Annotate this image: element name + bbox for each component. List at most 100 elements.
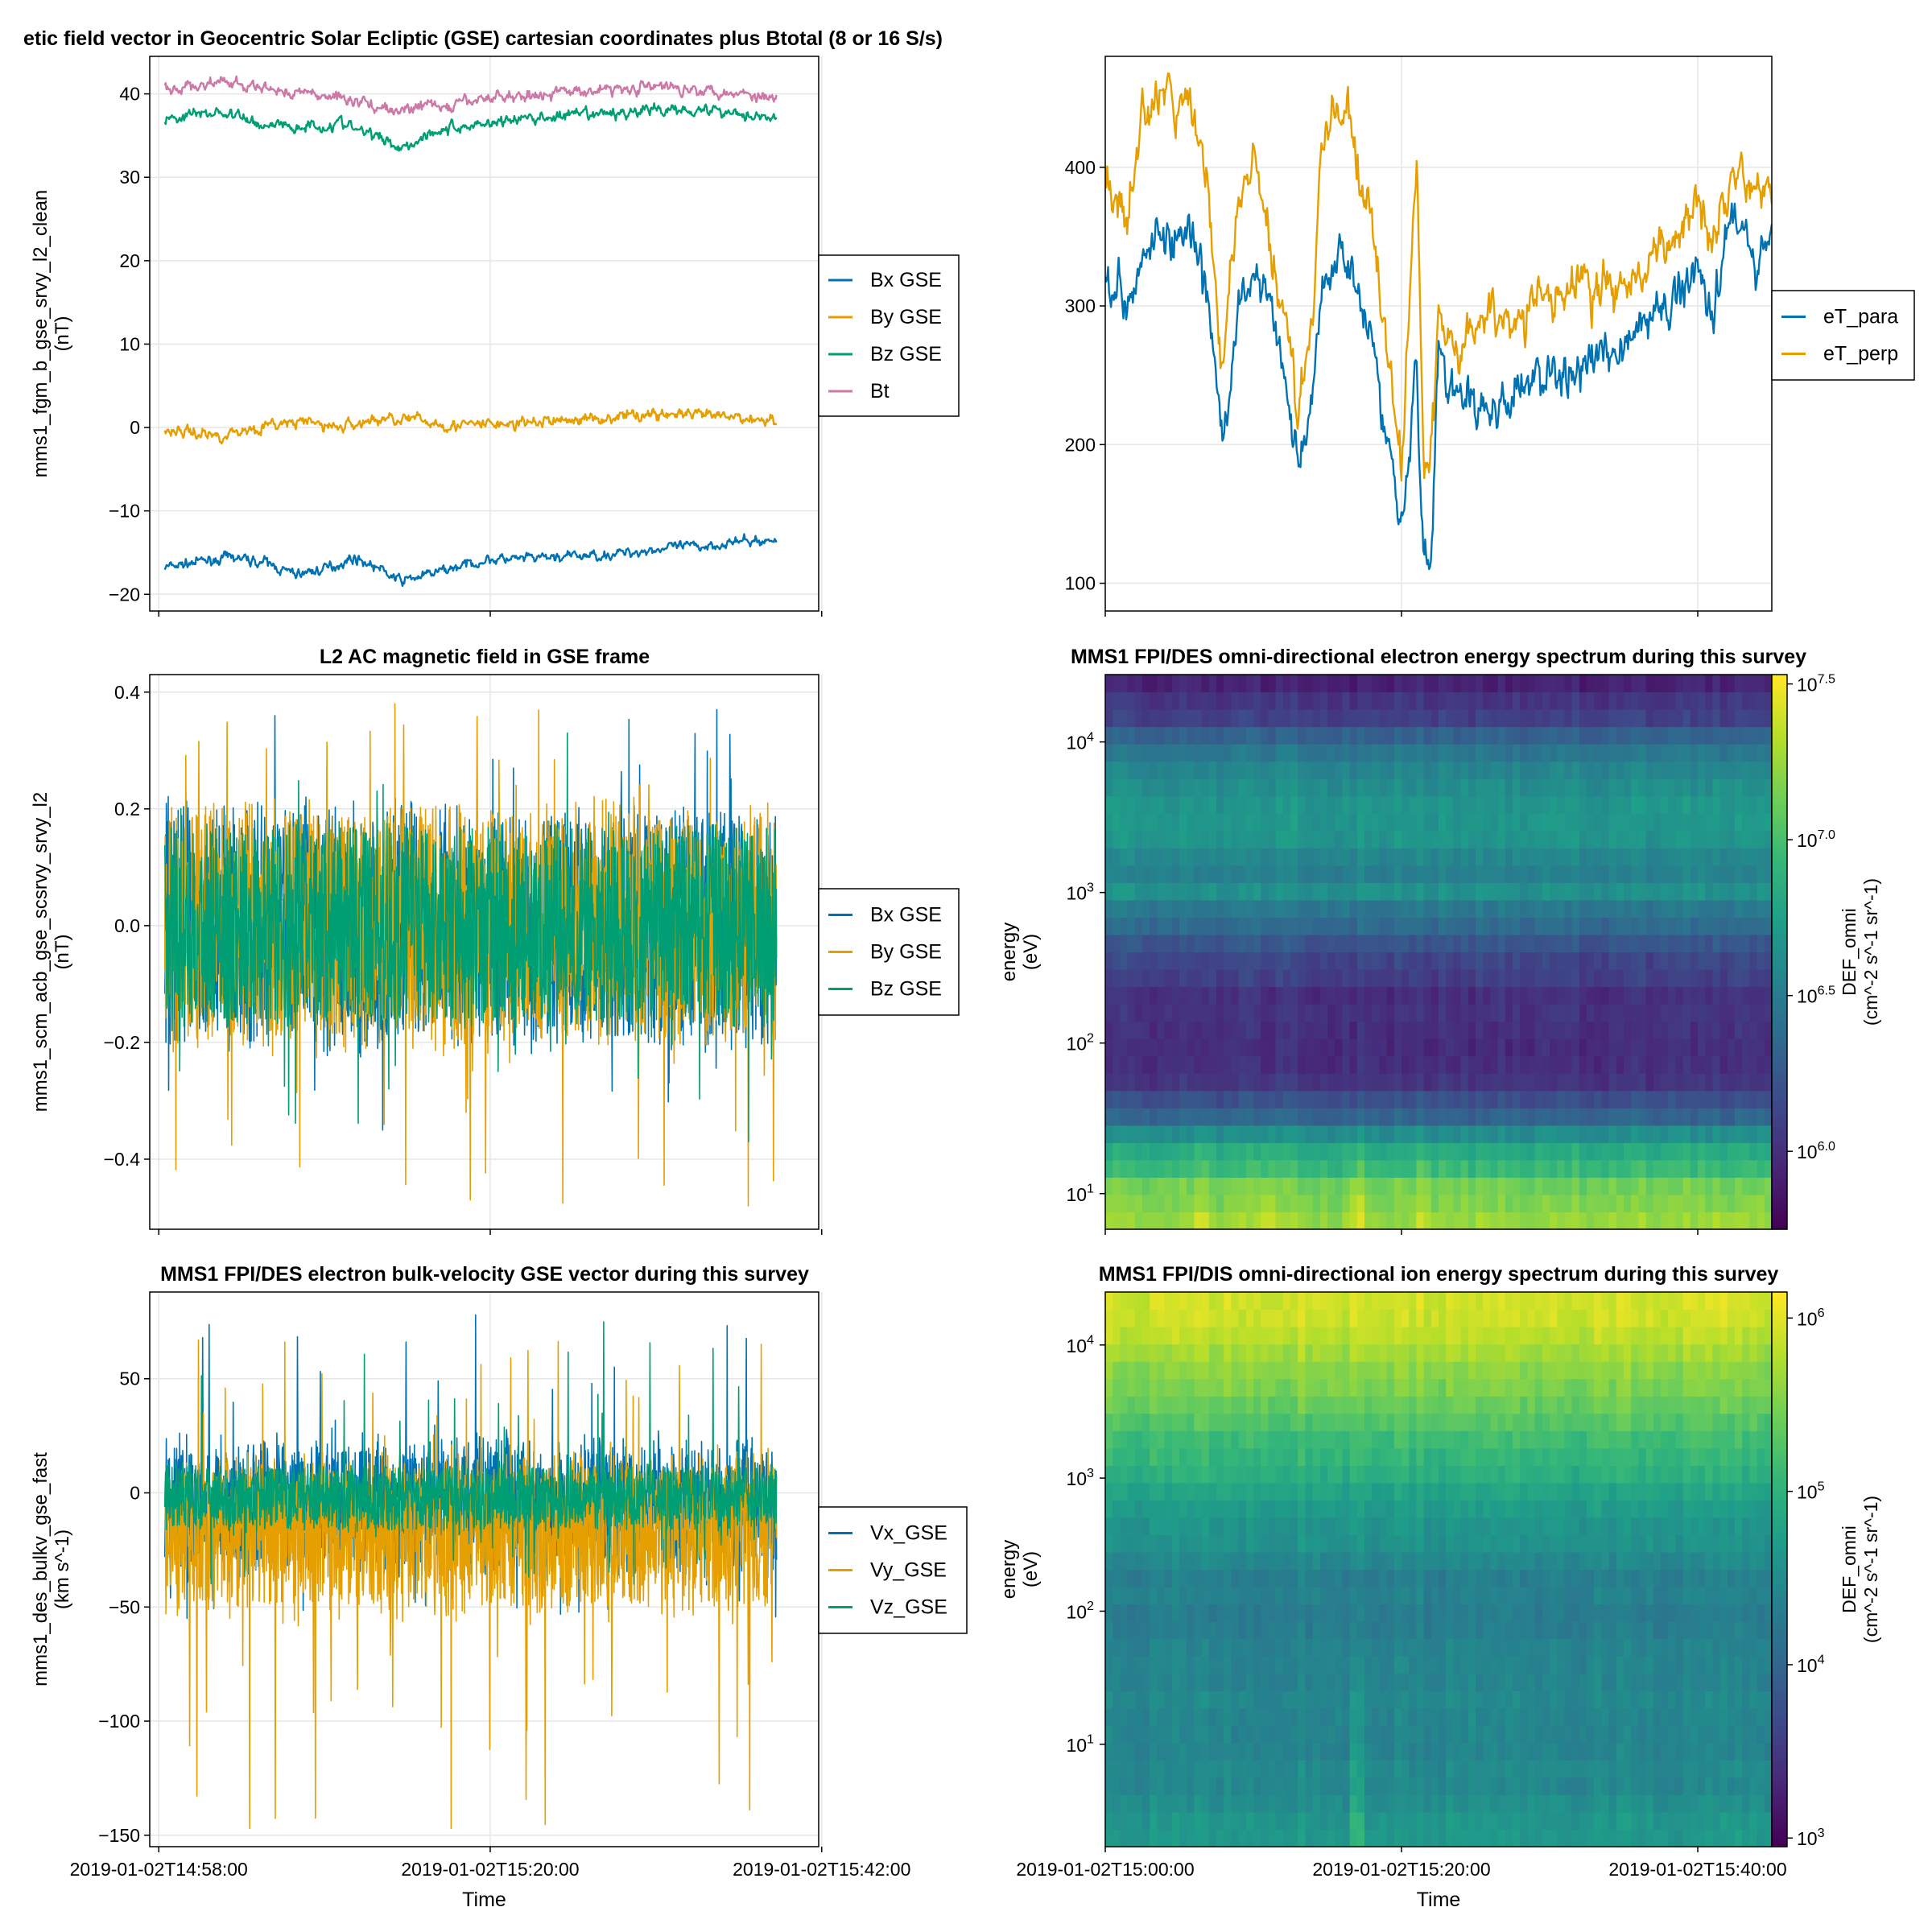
heatmap-cell bbox=[1557, 1090, 1565, 1108]
heatmap-cell bbox=[1134, 1742, 1143, 1761]
heatmap-cell bbox=[1245, 899, 1254, 918]
heatmap-cell bbox=[1142, 1108, 1150, 1126]
heatmap-cell bbox=[1194, 1794, 1203, 1813]
heatmap-cell bbox=[1409, 1673, 1417, 1691]
heatmap-cell bbox=[1483, 1725, 1491, 1744]
heatmap-cell bbox=[1305, 778, 1314, 797]
heatmap-cell bbox=[1201, 744, 1210, 762]
heatmap-cell bbox=[1460, 830, 1469, 848]
heatmap-cell bbox=[1712, 1108, 1721, 1126]
heatmap-cell bbox=[1675, 1194, 1684, 1212]
x-tick-label: 2019-01-02T15:20:00 bbox=[401, 1859, 579, 1880]
heatmap-cell bbox=[1601, 1090, 1610, 1108]
heatmap-cell bbox=[1423, 1142, 1432, 1161]
heatmap-cell bbox=[1356, 1811, 1365, 1830]
heatmap-cell bbox=[1534, 917, 1543, 935]
heatmap-cell bbox=[1616, 969, 1624, 988]
heatmap-cell bbox=[1497, 1378, 1506, 1397]
heatmap-cell bbox=[1298, 1004, 1306, 1022]
heatmap-cell bbox=[1245, 1587, 1254, 1605]
heatmap-cell bbox=[1305, 917, 1314, 935]
heatmap-cell bbox=[1402, 865, 1410, 883]
heatmap-cell bbox=[1705, 1021, 1713, 1039]
colorbar-step bbox=[1772, 877, 1787, 883]
heatmap-cell bbox=[1402, 1829, 1410, 1847]
heatmap-cell bbox=[1402, 778, 1410, 797]
heatmap-cell bbox=[1113, 1073, 1121, 1092]
heatmap-cell bbox=[1335, 1829, 1343, 1847]
heatmap-cell bbox=[1483, 1656, 1491, 1674]
heatmap-cell bbox=[1571, 1108, 1580, 1126]
heatmap-cell bbox=[1624, 1159, 1632, 1178]
heatmap-cell bbox=[1601, 1021, 1610, 1039]
heatmap-cell bbox=[1187, 795, 1195, 814]
colorbar-tick-label-base: 10 bbox=[1797, 1141, 1818, 1162]
heatmap-cell bbox=[1179, 865, 1187, 883]
heatmap-cell bbox=[1312, 1177, 1321, 1195]
heatmap-cell bbox=[1238, 1430, 1247, 1449]
heatmap-cell bbox=[1453, 1552, 1462, 1571]
heatmap-cell bbox=[1735, 952, 1743, 970]
heatmap-cell bbox=[1468, 778, 1476, 797]
heatmap-cell bbox=[1712, 778, 1721, 797]
heatmap-cell bbox=[1201, 1159, 1210, 1178]
heatmap-cell bbox=[1372, 726, 1380, 745]
heatmap-cell bbox=[1105, 1430, 1113, 1449]
heatmap-cell bbox=[1742, 848, 1750, 866]
heatmap-cell bbox=[1557, 778, 1565, 797]
heatmap-cell bbox=[1171, 1811, 1180, 1830]
heatmap-cell bbox=[1231, 1159, 1240, 1178]
heatmap-cell bbox=[1534, 952, 1543, 970]
heatmap-cell bbox=[1402, 1638, 1410, 1657]
heatmap-cell bbox=[1757, 969, 1765, 988]
heatmap-cell bbox=[1142, 1212, 1150, 1230]
heatmap-cell bbox=[1290, 1378, 1298, 1397]
heatmap-cell bbox=[1298, 986, 1306, 1005]
heatmap-cell bbox=[1460, 761, 1469, 779]
heatmap-cell bbox=[1171, 1482, 1180, 1501]
heatmap-cell bbox=[1476, 1055, 1484, 1074]
heatmap-cell bbox=[1208, 1055, 1217, 1074]
heatmap-cell bbox=[1319, 1482, 1328, 1501]
heatmap-cell bbox=[1113, 952, 1121, 970]
heatmap-cell bbox=[1735, 848, 1743, 866]
heatmap-cell bbox=[1142, 1038, 1150, 1057]
heatmap-cell bbox=[1179, 1212, 1187, 1230]
heatmap-cell bbox=[1224, 1177, 1232, 1195]
heatmap-cell bbox=[1594, 952, 1602, 970]
heatmap-cell bbox=[1497, 952, 1506, 970]
heatmap-cell bbox=[1349, 917, 1358, 935]
heatmap-cell bbox=[1550, 1125, 1558, 1143]
heatmap-cell bbox=[1682, 865, 1691, 883]
heatmap-cell bbox=[1268, 1292, 1277, 1311]
heatmap-cell bbox=[1298, 952, 1306, 970]
heatmap-cell bbox=[1638, 935, 1647, 953]
heatmap-cell bbox=[1460, 778, 1469, 797]
heatmap-cell bbox=[1601, 795, 1610, 814]
heatmap-cell bbox=[1282, 830, 1291, 848]
heatmap-cell bbox=[1402, 1482, 1410, 1501]
heatmap-cell bbox=[1150, 778, 1158, 797]
heatmap-cell bbox=[1150, 1309, 1158, 1327]
heatmap-cell bbox=[1150, 1055, 1158, 1074]
heatmap-cell bbox=[1335, 1212, 1343, 1230]
heatmap-cell bbox=[1127, 1690, 1136, 1709]
heatmap-cell bbox=[1364, 1517, 1373, 1535]
heatmap-cell bbox=[1735, 778, 1743, 797]
heatmap-cell bbox=[1335, 1378, 1343, 1397]
heatmap-cell bbox=[1238, 1038, 1247, 1057]
heatmap-cell bbox=[1571, 1125, 1580, 1143]
heatmap-cell bbox=[1238, 1004, 1247, 1022]
heatmap-cell bbox=[1120, 1447, 1129, 1466]
y-tick-label: −20 bbox=[109, 584, 140, 605]
heatmap-cell bbox=[1298, 1760, 1306, 1778]
heatmap-cell bbox=[1327, 1638, 1335, 1657]
heatmap-cell bbox=[1497, 1604, 1506, 1622]
heatmap-cell bbox=[1460, 1656, 1469, 1674]
heatmap-cell bbox=[1231, 1794, 1240, 1813]
heatmap-cell bbox=[1261, 761, 1269, 779]
heatmap-cell bbox=[1594, 1194, 1602, 1212]
heatmap-cell bbox=[1542, 1212, 1550, 1230]
heatmap-cell bbox=[1179, 675, 1187, 693]
heatmap-cell bbox=[1282, 1038, 1291, 1057]
